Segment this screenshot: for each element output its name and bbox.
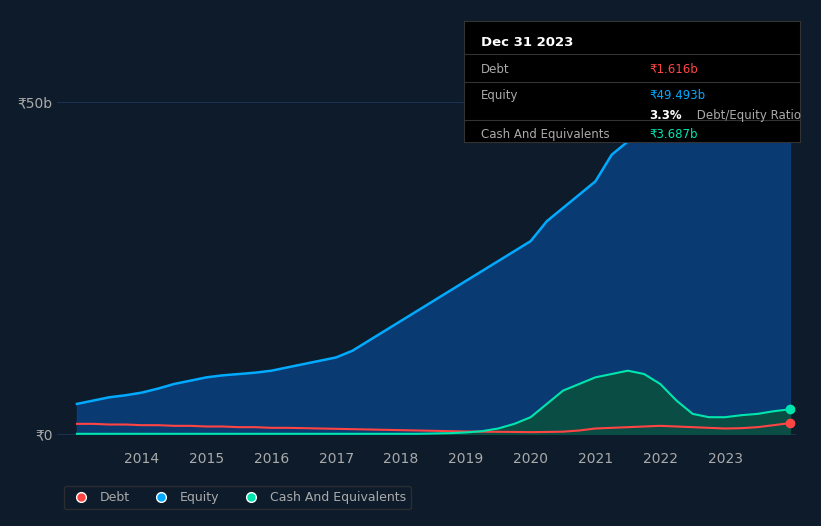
Text: Dec 31 2023: Dec 31 2023 [481, 36, 573, 48]
Text: 3.3%: 3.3% [649, 109, 681, 123]
Text: ₹3.687b: ₹3.687b [649, 127, 698, 140]
Text: Debt/Equity Ratio: Debt/Equity Ratio [693, 109, 800, 123]
Text: ₹1.616b: ₹1.616b [649, 64, 698, 76]
Text: ₹49.493b: ₹49.493b [649, 89, 705, 102]
Text: Equity: Equity [481, 89, 518, 102]
Text: Cash And Equivalents: Cash And Equivalents [481, 127, 609, 140]
Text: Debt: Debt [481, 64, 509, 76]
Legend: Debt, Equity, Cash And Equivalents: Debt, Equity, Cash And Equivalents [64, 486, 410, 509]
